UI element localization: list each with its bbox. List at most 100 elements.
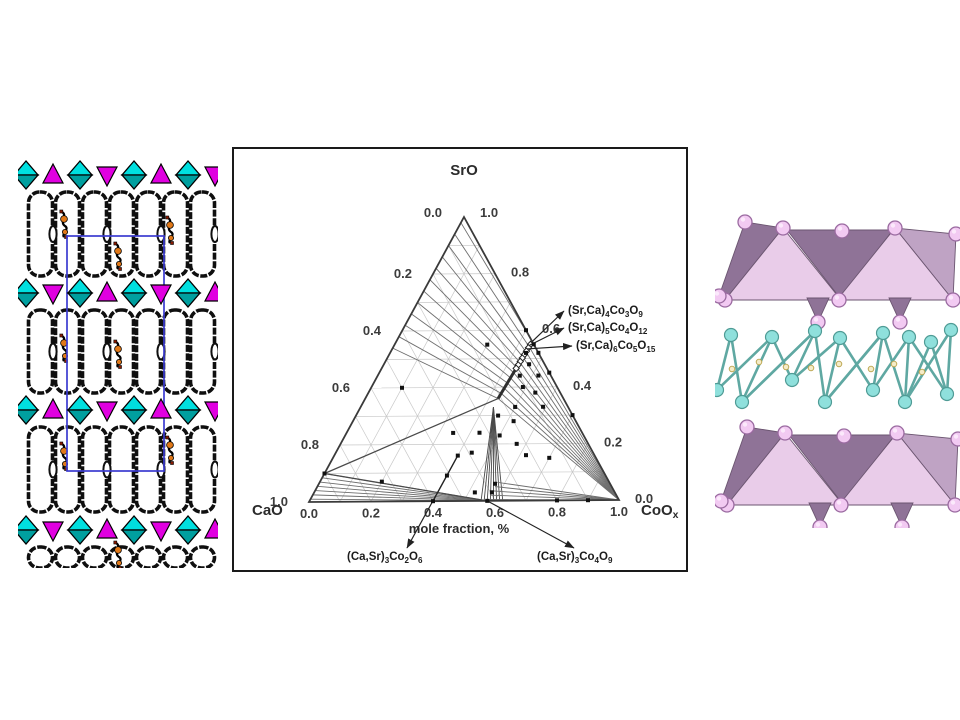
cyan-octahedron xyxy=(174,174,202,190)
small-yellow-atom xyxy=(728,365,736,373)
cyan-octahedron xyxy=(120,395,148,411)
atom-highlight xyxy=(895,317,901,322)
cyan-atom xyxy=(897,394,913,410)
right-axis-tick: 0.8 xyxy=(511,265,529,280)
cyan-octahedron xyxy=(18,160,40,176)
data-point xyxy=(524,350,528,355)
left-axis-tick: 0.0 xyxy=(424,205,442,220)
data-point xyxy=(496,413,501,418)
guest-molecule xyxy=(113,540,122,568)
net-bond xyxy=(823,336,842,404)
data-point xyxy=(555,498,559,503)
cyan-octahedron xyxy=(174,292,202,308)
cyan-atom xyxy=(832,330,848,346)
bottom-axis-tick: 0.6 xyxy=(486,505,504,520)
cyan-octahedron xyxy=(66,292,94,308)
atom-highlight xyxy=(892,428,898,433)
right-axis-tick: 1.0 xyxy=(480,205,498,220)
atom-highlight xyxy=(837,226,843,231)
phase-label: (Sr,Ca)4Co3O9 xyxy=(568,305,643,319)
tie-line-fans xyxy=(310,222,620,502)
guest-molecule xyxy=(165,215,174,245)
atom-highlight xyxy=(742,422,748,427)
cyan-octahedron xyxy=(66,515,94,531)
cyan-atom xyxy=(901,329,917,345)
atom-highlight xyxy=(953,434,959,439)
data-point xyxy=(489,490,494,495)
cyan-atom xyxy=(784,372,800,388)
layered-structure-figure xyxy=(715,214,960,528)
band-member-marker xyxy=(512,364,520,373)
cyan-octahedron xyxy=(18,292,40,308)
polyhedron-face xyxy=(888,297,912,324)
left-axis-tick: 0.4 xyxy=(363,323,382,338)
cage-outline xyxy=(80,545,109,568)
polyhedron-face xyxy=(890,502,914,528)
pink-atom xyxy=(889,425,905,441)
data-point xyxy=(477,430,482,435)
polyhedron-face xyxy=(808,502,832,528)
phase-label-arrow xyxy=(531,310,565,342)
atom-highlight xyxy=(813,317,819,322)
cyan-octahedron xyxy=(174,395,202,411)
atom-highlight xyxy=(716,496,722,501)
window-ring xyxy=(156,225,166,243)
magenta-tetrahedron xyxy=(204,280,218,302)
pink-atom xyxy=(836,428,852,444)
net-bond xyxy=(790,329,817,382)
cage-outline xyxy=(80,425,109,514)
small-yellow-atom xyxy=(755,358,763,366)
atom-highlight xyxy=(834,295,840,300)
pink-atom xyxy=(739,419,755,435)
phase-label: (Sr,Ca)6Co5O15 xyxy=(576,340,656,354)
atom-highlight xyxy=(950,500,956,505)
cyan-octahedron xyxy=(18,515,40,531)
cyan-octahedron xyxy=(120,160,148,176)
cage-outline xyxy=(134,425,163,514)
pink-atom xyxy=(834,223,850,239)
data-point xyxy=(493,481,497,486)
net-bond xyxy=(871,331,885,392)
cyan-octahedron xyxy=(18,278,40,294)
cyan-octahedron xyxy=(66,174,94,190)
net-bond xyxy=(715,335,774,392)
magenta-tetrahedron xyxy=(96,280,118,302)
right-axis-tick: 0.4 xyxy=(573,378,592,393)
cyan-octahedron xyxy=(174,278,202,294)
net-bond xyxy=(903,328,953,404)
cyan-octahedron xyxy=(174,529,202,545)
data-point xyxy=(444,473,449,478)
cyan-octahedron xyxy=(66,395,94,411)
data-point xyxy=(485,342,490,347)
cyan-octahedron xyxy=(18,395,40,411)
cyan-octahedron xyxy=(120,174,148,190)
net-bond xyxy=(929,340,949,396)
atom-highlight xyxy=(890,223,896,228)
magenta-tetrahedron xyxy=(42,397,64,419)
data-point xyxy=(527,362,532,367)
cyan-octahedron xyxy=(174,515,202,531)
polyhedra-rows xyxy=(18,160,218,545)
cage-outline xyxy=(107,425,136,514)
cage-outline xyxy=(26,545,55,568)
phase-label: (Sr,Ca)5Co4O12 xyxy=(568,322,648,336)
atom-highlight xyxy=(778,223,784,228)
cyan-atom xyxy=(715,382,725,398)
pink-atom xyxy=(945,292,960,308)
small-yellow-atom xyxy=(918,368,926,376)
upper-polyhedra-slab xyxy=(715,214,960,330)
cage-outline xyxy=(26,425,55,514)
net-bond xyxy=(945,328,953,396)
data-point xyxy=(497,433,502,438)
atom-highlight xyxy=(780,428,786,433)
cyan-octahedron xyxy=(174,160,202,176)
phase-diagram-panel: 0.0 1.0 0.0 0.2 0.8 0.2 0.4 0.6 0.4 0.6 0.4 0.6 0.8 0… xyxy=(232,147,688,572)
atom-highlight xyxy=(836,500,842,505)
phase-label-arrow xyxy=(526,342,573,351)
data-point xyxy=(524,328,528,333)
data-point xyxy=(547,370,552,375)
cage-outline xyxy=(26,190,55,278)
data-point xyxy=(536,373,541,378)
cage-outline xyxy=(188,190,217,278)
pink-atom xyxy=(947,497,960,513)
